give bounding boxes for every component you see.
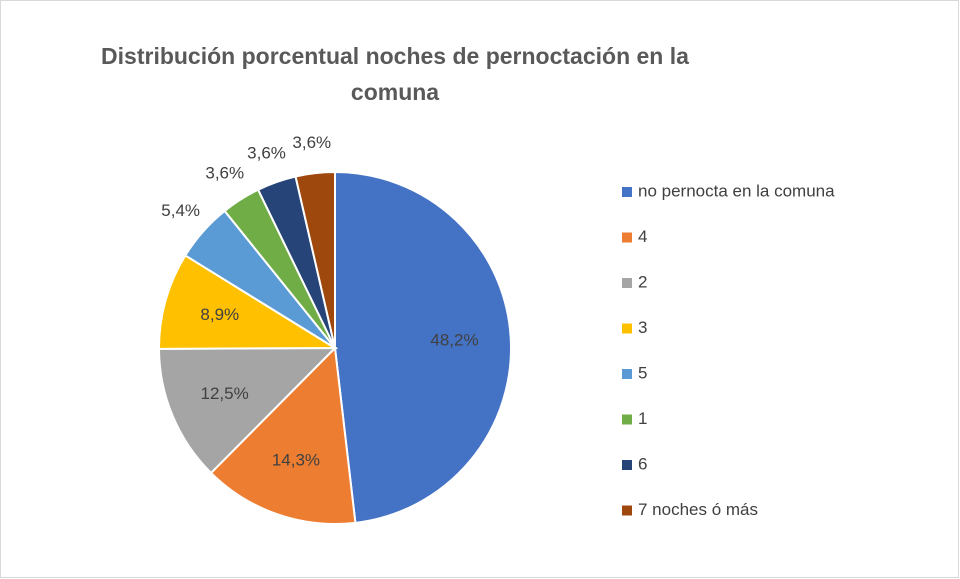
data-label: 3,6% [247,143,286,162]
legend-label: 7 noches ó más [638,500,758,519]
legend-swatch [622,414,632,425]
pie-slice [294,170,336,349]
data-label: 48,2% [430,331,478,350]
legend-swatch [622,505,632,516]
data-label: 12,5% [201,384,249,403]
legend-label: 4 [638,227,647,246]
legend-swatch [622,460,632,470]
pie-slice [334,170,512,524]
legend-swatch [622,278,632,288]
data-label: 8,9% [200,305,239,324]
pie-slice [157,346,338,475]
legend-label: 3 [638,318,647,337]
data-label: 14,3% [272,451,320,470]
data-label: 5,4% [161,201,200,220]
data-label: 3,6% [205,164,244,183]
chart-title: Distribución porcentual noches de pernoc… [101,43,689,105]
pie-slice [158,254,339,350]
legend-label: 5 [638,363,647,382]
legend-label: 6 [638,454,647,473]
data-label: 3,6% [292,133,331,152]
legend-swatch [622,187,632,197]
legend-swatch [622,369,632,379]
pie-slice [209,345,357,525]
legend-swatch [622,232,632,243]
legend-label: 2 [638,272,647,291]
legend-swatch [622,323,632,334]
legend-label: 1 [638,409,647,428]
legend-label: no pernocta en la comuna [638,181,835,200]
